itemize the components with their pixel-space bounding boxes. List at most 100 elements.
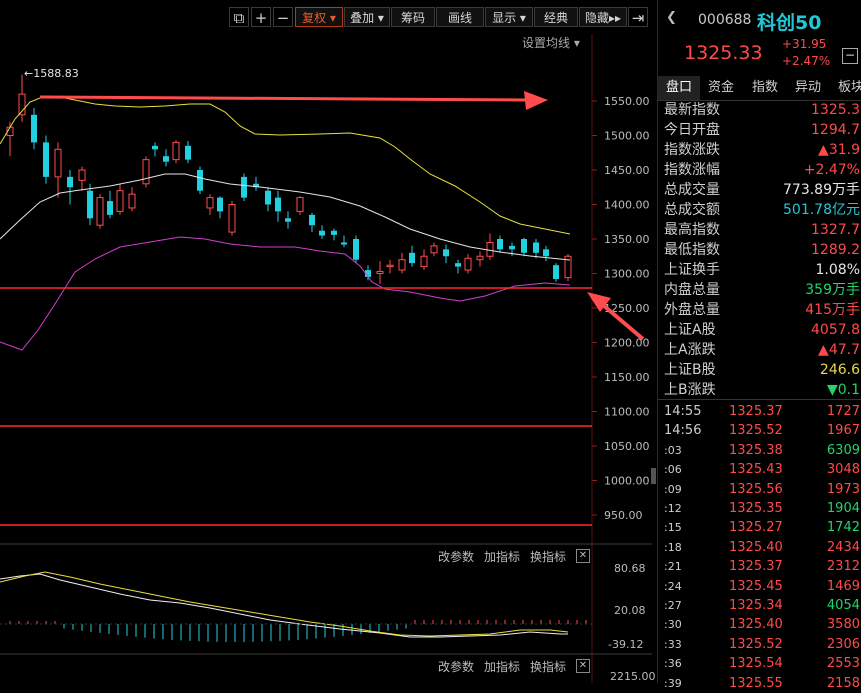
candle-up — [116, 190, 124, 212]
sub2-add-indicator[interactable]: 加指标 — [484, 660, 521, 674]
tick-time: :33 — [664, 637, 682, 651]
stat-value: +2.47% — [803, 162, 860, 178]
hide-button[interactable]: 隐藏▸▸ — [579, 7, 627, 27]
tick-time: :15 — [664, 521, 682, 535]
tick-time: :27 — [664, 599, 682, 612]
candle-down — [152, 145, 158, 150]
candle-up — [172, 141, 180, 161]
sub2-edit-params[interactable]: 改参数 — [438, 660, 475, 674]
candle-down — [341, 242, 347, 245]
stat-value: 1325.3 — [811, 102, 860, 118]
candle-down — [443, 249, 449, 257]
stat-row: 今日开盘 1294.7 — [664, 120, 861, 140]
stat-value: 1.08% — [815, 262, 860, 278]
stat-row: 上B涨跌 ▼0.1 — [664, 380, 861, 400]
resistance-arrow-line — [39, 95, 531, 102]
stat-value: 4057.8 — [811, 322, 860, 338]
collapse-icon[interactable]: − — [842, 48, 858, 64]
stat-label: 总成交量 — [664, 182, 720, 198]
bollinger-bands — [0, 95, 571, 351]
tick-row: :18 1325.40 2434 — [658, 538, 861, 558]
tick-row: :15 1325.27 1742 — [658, 518, 861, 538]
candle-down — [353, 239, 359, 260]
sub1-add-indicator[interactable]: 加指标 — [484, 550, 521, 564]
stat-label: 最高指数 — [664, 222, 720, 238]
expand-icon[interactable]: ⇥ — [628, 7, 648, 27]
stat-value: 359万手 — [805, 282, 860, 298]
tick-volume: 2306 — [826, 636, 860, 652]
tick-time: :06 — [664, 463, 682, 477]
tab-index[interactable]: 指数 — [751, 80, 778, 95]
candle-down — [217, 197, 223, 212]
tab-sector[interactable]: 板块 — [837, 80, 861, 95]
stat-value: 501.78亿元 — [783, 202, 860, 218]
overlay-button[interactable]: 叠加 ▾ — [344, 7, 390, 27]
tick-volume: 1469 — [826, 578, 860, 594]
candle-up — [476, 255, 484, 261]
back-icon[interactable]: ❮ — [666, 10, 677, 25]
stat-value: ▼0.1 — [826, 382, 860, 398]
candle-up — [128, 193, 136, 209]
stat-row: 外盘总量 415万手 — [664, 300, 861, 320]
candle-down — [409, 252, 415, 264]
candle-up — [486, 241, 494, 257]
tick-row: :30 1325.40 3580 — [658, 615, 861, 635]
candle-down — [87, 190, 93, 219]
tick-volume: 2312 — [826, 559, 860, 575]
sub2-switch-indicator[interactable]: 换指标 — [530, 660, 567, 674]
sub1-edit-params[interactable]: 改参数 — [438, 550, 475, 564]
fuquan-button[interactable]: 复权 ▾ — [295, 7, 343, 27]
y-axis: 1550.00 1500.00 1450.00 1400.00 1350.00 1300.… — [0, 34, 652, 683]
sub1-close-icon[interactable]: ✕ — [576, 549, 590, 563]
tick-time: :24 — [664, 579, 682, 593]
candle-down — [265, 190, 271, 205]
stat-label: 上证A股 — [664, 322, 716, 338]
chips-button[interactable]: 筹码 — [391, 7, 435, 27]
tab-pankou[interactable]: 盘口 — [658, 76, 700, 100]
candlesticks — [6, 74, 572, 284]
stat-row: 上证B股 246.6 — [664, 360, 861, 380]
boll-upper — [0, 95, 571, 235]
sub-indicator-1 — [0, 571, 592, 642]
draw-line-button[interactable]: 画线 — [436, 7, 484, 27]
support-arrow-head — [587, 292, 611, 312]
sub1-ytick-mid: 20.08 — [614, 604, 646, 617]
panel-resize-handle[interactable] — [651, 468, 656, 484]
annotations — [0, 91, 645, 526]
copy-icon[interactable]: ⧉ — [229, 7, 249, 27]
tick-price: 1325.45 — [729, 578, 783, 594]
resistance-arrow-head — [524, 91, 548, 110]
stat-row: 上A涨跌 ▲47.7 — [664, 340, 861, 360]
tick-volume: 1742 — [826, 520, 860, 536]
tab-funds[interactable]: 资金 — [707, 80, 734, 95]
candle-down — [107, 201, 113, 215]
candle-up — [228, 204, 236, 233]
stat-row: 总成交额 501.78亿元 — [664, 200, 861, 220]
candle-up — [430, 245, 438, 254]
stat-row: 最新指数 1325.3 — [664, 100, 861, 120]
diff-line — [0, 573, 568, 638]
stat-row: 指数涨幅 +2.47% — [664, 160, 861, 180]
y-tick-label: 1550.00 — [604, 95, 650, 108]
stat-label: 内盘总量 — [664, 282, 720, 298]
tick-volume: 2434 — [826, 539, 860, 555]
y-tick-label: 1500.00 — [604, 130, 650, 143]
tick-volume: 2553 — [826, 656, 860, 672]
hide-label: 隐藏 — [584, 11, 609, 25]
tick-volume: 1727 — [826, 404, 860, 419]
sub2-close-icon[interactable]: ✕ — [576, 659, 590, 673]
sub1-switch-indicator[interactable]: 换指标 — [530, 550, 567, 564]
zoom-in-icon[interactable]: + — [251, 7, 271, 27]
fuquan-label: 复权 — [302, 11, 327, 25]
classic-button[interactable]: 经典 — [534, 7, 578, 27]
tick-price: 1325.37 — [729, 404, 783, 419]
candle-down — [509, 245, 515, 250]
display-button[interactable]: 显示 ▾ — [485, 7, 533, 27]
display-label: 显示 — [492, 11, 517, 25]
candle-down — [67, 176, 73, 188]
quote-price: 1325.33 — [684, 42, 763, 64]
stat-label: 上A涨跌 — [664, 342, 716, 358]
tab-movers[interactable]: 异动 — [794, 80, 821, 95]
zoom-out-icon[interactable]: − — [273, 7, 293, 27]
set-ma-button[interactable]: 设置均线 ▾ — [522, 36, 580, 50]
